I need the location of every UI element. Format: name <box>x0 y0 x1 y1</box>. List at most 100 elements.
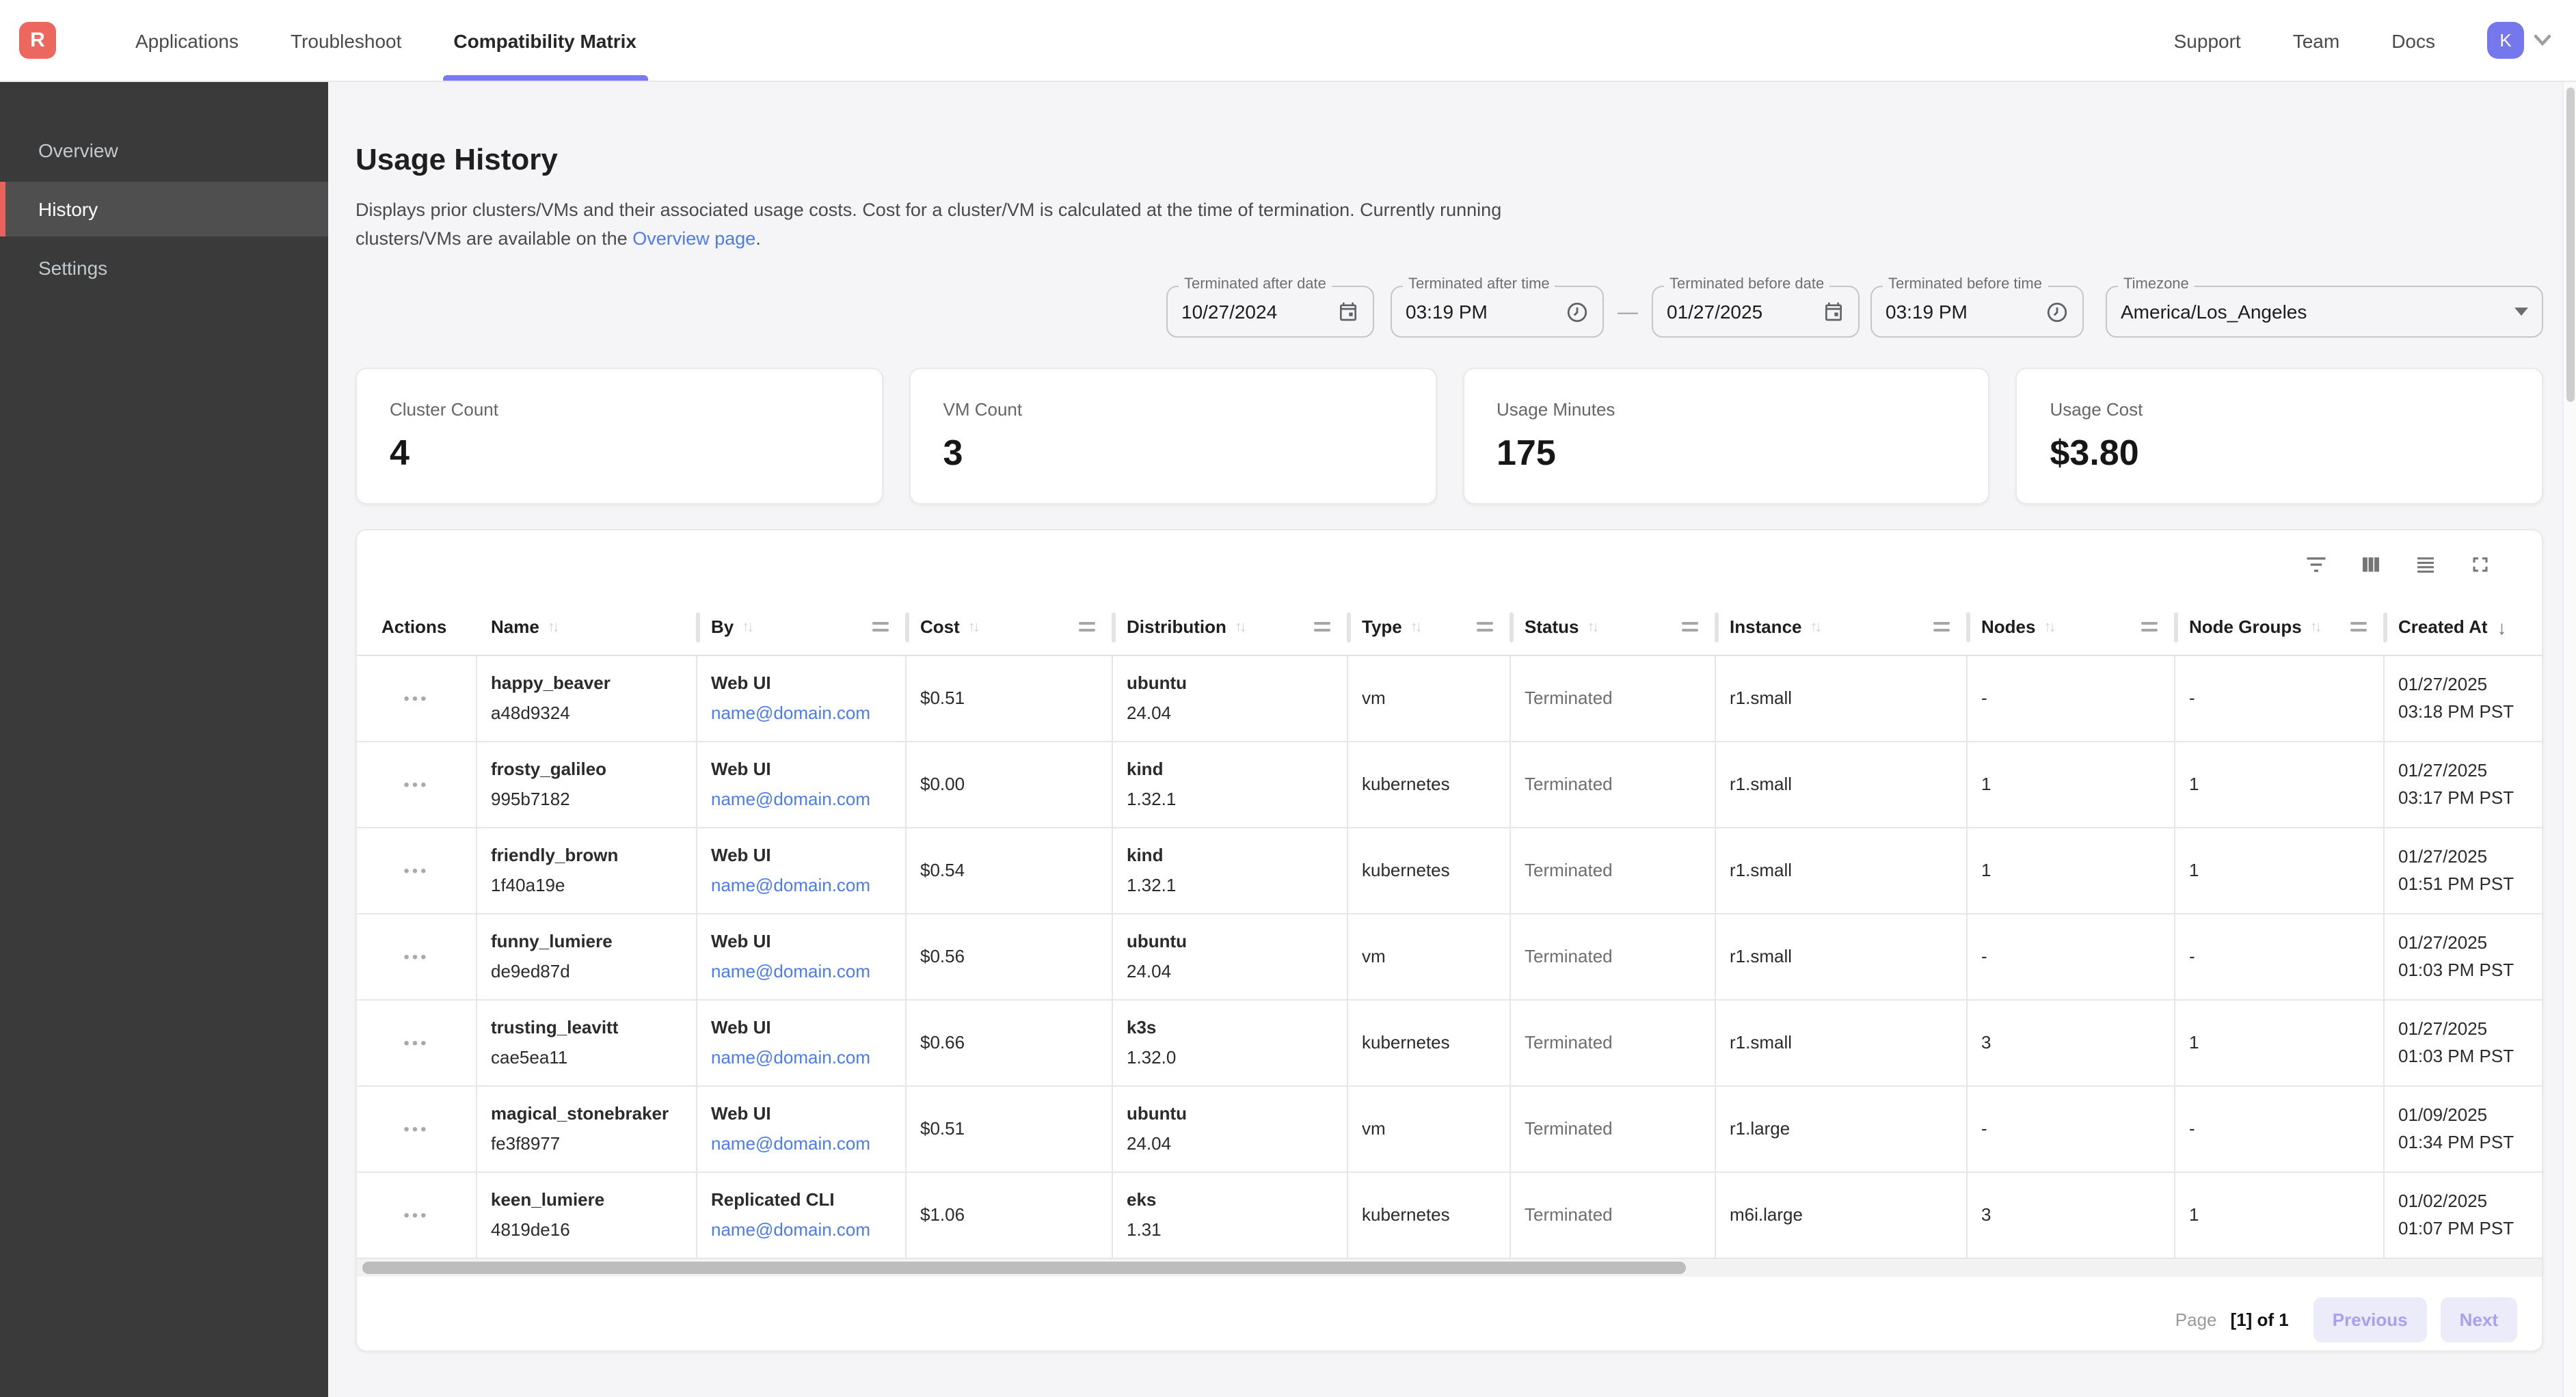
column-header-created-at[interactable]: Created At ↓ <box>2385 599 2542 655</box>
terminated-after-date-field[interactable]: Terminated after date 10/27/2024 <box>1166 276 1374 338</box>
column-menu-icon[interactable] <box>1682 618 1698 636</box>
sort-icon[interactable]: ↑↓ <box>2043 619 2056 635</box>
tab-applications[interactable]: Applications <box>135 29 239 51</box>
column-menu-icon[interactable] <box>1477 618 1493 636</box>
row-actions-button[interactable]: ••• <box>403 861 429 880</box>
type-cell: vm <box>1348 914 1511 999</box>
density-icon[interactable] <box>2413 552 2438 577</box>
column-separator[interactable] <box>1966 612 1970 642</box>
sort-icon[interactable]: ↑↓ <box>1810 619 1823 635</box>
columns-icon[interactable] <box>2359 552 2383 577</box>
tab-compatibility-matrix[interactable]: Compatibility Matrix <box>442 0 647 81</box>
column-header-status[interactable]: Status ↑↓ <box>1511 599 1719 655</box>
column-header-by[interactable]: By ↑↓ <box>697 599 909 655</box>
cluster-id: cae5ea11 <box>491 1047 568 1068</box>
chevron-down-icon[interactable] <box>2534 28 2551 53</box>
sort-desc-icon[interactable]: ↓ <box>2497 616 2507 638</box>
overview-page-link[interactable]: Overview page <box>632 228 756 249</box>
column-menu-icon[interactable] <box>2350 618 2367 636</box>
column-header-cost[interactable]: Cost ↑↓ <box>907 599 1116 655</box>
row-actions-button[interactable]: ••• <box>403 1206 429 1225</box>
row-actions-button[interactable]: ••• <box>403 1120 429 1139</box>
column-separator[interactable] <box>1510 612 1514 642</box>
stat-label: Usage Minutes <box>1497 399 1615 420</box>
sort-icon[interactable]: ↑↓ <box>1410 619 1423 635</box>
page-scrollbar[interactable] <box>2562 82 2576 1397</box>
calendar-icon[interactable] <box>1823 301 1844 323</box>
column-separator[interactable] <box>905 612 909 642</box>
nodes-value: 1 <box>1981 774 1991 794</box>
creator-email-link[interactable]: name@domain.com <box>711 1133 871 1154</box>
column-separator[interactable] <box>1112 612 1116 642</box>
creator-email-link[interactable]: name@domain.com <box>711 789 871 809</box>
instance-value: r1.small <box>1730 774 1793 794</box>
column-header-distribution[interactable]: Distribution ↑↓ <box>1113 599 1351 655</box>
created-by: Replicated CLI <box>711 1189 835 1210</box>
sort-icon[interactable]: ↑↓ <box>1234 619 1247 635</box>
column-header-name[interactable]: Name ↑↓ <box>477 599 700 655</box>
terminated-after-time-field[interactable]: Terminated after time 03:19 PM <box>1391 276 1604 338</box>
column-menu-icon[interactable] <box>872 618 889 636</box>
distribution-cell: ubuntu 24.04 <box>1113 656 1348 741</box>
column-header-type[interactable]: Type ↑↓ <box>1348 599 1514 655</box>
nav-link-docs[interactable]: Docs <box>2391 29 2435 51</box>
sort-icon[interactable]: ↑↓ <box>2309 619 2322 635</box>
column-header-instance[interactable]: Instance ↑↓ <box>1716 599 1970 655</box>
avatar[interactable]: K <box>2487 22 2524 59</box>
cost-cell: $1.06 <box>907 1173 1113 1258</box>
distribution-cell: k3s 1.32.0 <box>1113 1001 1348 1085</box>
timezone-select[interactable]: Timezone America/Los_Angeles <box>2106 276 2543 338</box>
row-actions-button[interactable]: ••• <box>403 775 429 794</box>
table-scrollbar-thumb[interactable] <box>362 1262 1686 1274</box>
column-label: Actions <box>381 616 447 637</box>
column-separator[interactable] <box>696 612 700 642</box>
nodes-cell: - <box>1968 1087 2175 1171</box>
filter-icon[interactable] <box>2304 552 2329 577</box>
creator-email-link[interactable]: name@domain.com <box>711 961 871 981</box>
column-header-node-groups[interactable]: Node Groups ↑↓ <box>2175 599 2387 655</box>
column-separator[interactable] <box>1347 612 1351 642</box>
creator-email-link[interactable]: name@domain.com <box>711 875 871 895</box>
replicated-logo[interactable]: R <box>19 22 56 59</box>
sort-icon[interactable]: ↑↓ <box>1587 619 1599 635</box>
nav-link-team[interactable]: Team <box>2292 29 2340 51</box>
distribution-name: eks <box>1127 1189 1157 1210</box>
column-header-nodes[interactable]: Nodes ↑↓ <box>1968 599 2178 655</box>
previous-button[interactable]: Previous <box>2313 1297 2427 1342</box>
row-actions-button[interactable]: ••• <box>403 689 429 708</box>
clock-icon[interactable] <box>1566 300 1589 323</box>
nav-link-support[interactable]: Support <box>2173 29 2241 51</box>
created-time: 01:03 PM PST <box>2398 1046 2514 1066</box>
clock-icon[interactable] <box>2045 300 2069 323</box>
creator-email-link[interactable]: name@domain.com <box>711 1219 871 1240</box>
creator-email-link[interactable]: name@domain.com <box>711 1047 871 1068</box>
column-separator[interactable] <box>2383 612 2387 642</box>
column-menu-icon[interactable] <box>1314 618 1330 636</box>
column-menu-icon[interactable] <box>1079 618 1095 636</box>
distribution-version: 1.32.0 <box>1127 1047 1177 1068</box>
terminated-before-time-field[interactable]: Terminated before time 03:19 PM <box>1870 276 2084 338</box>
column-menu-icon[interactable] <box>1933 618 1950 636</box>
column-separator[interactable] <box>2174 612 2178 642</box>
fullscreen-icon[interactable] <box>2468 552 2493 577</box>
row-actions-button[interactable]: ••• <box>403 1033 429 1053</box>
terminated-before-date-field[interactable]: Terminated before date 01/27/2025 <box>1652 276 1860 338</box>
column-separator[interactable] <box>1715 612 1719 642</box>
sidebar-item-settings[interactable]: Settings <box>38 257 108 279</box>
sort-icon[interactable]: ↑↓ <box>547 619 560 635</box>
creator-email-link[interactable]: name@domain.com <box>711 703 871 723</box>
column-menu-icon[interactable] <box>2141 618 2158 636</box>
page-scrollbar-thumb[interactable] <box>2566 87 2575 402</box>
account-menu[interactable]: K <box>2487 22 2551 59</box>
row-actions-button[interactable]: ••• <box>403 947 429 966</box>
page-title: Usage History <box>355 142 558 176</box>
tab-troubleshoot[interactable]: Troubleshoot <box>291 29 402 51</box>
calendar-icon[interactable] <box>1337 301 1359 323</box>
sidebar-item-history[interactable]: History <box>0 182 328 236</box>
sidebar-item-overview[interactable]: Overview <box>38 139 118 161</box>
next-button[interactable]: Next <box>2440 1297 2517 1342</box>
table-horizontal-scrollbar[interactable] <box>357 1259 2542 1277</box>
sort-icon[interactable]: ↑↓ <box>967 619 980 635</box>
main-content: Usage History Displays prior clusters/VM… <box>328 82 2576 1397</box>
sort-icon[interactable]: ↑↓ <box>742 619 754 635</box>
